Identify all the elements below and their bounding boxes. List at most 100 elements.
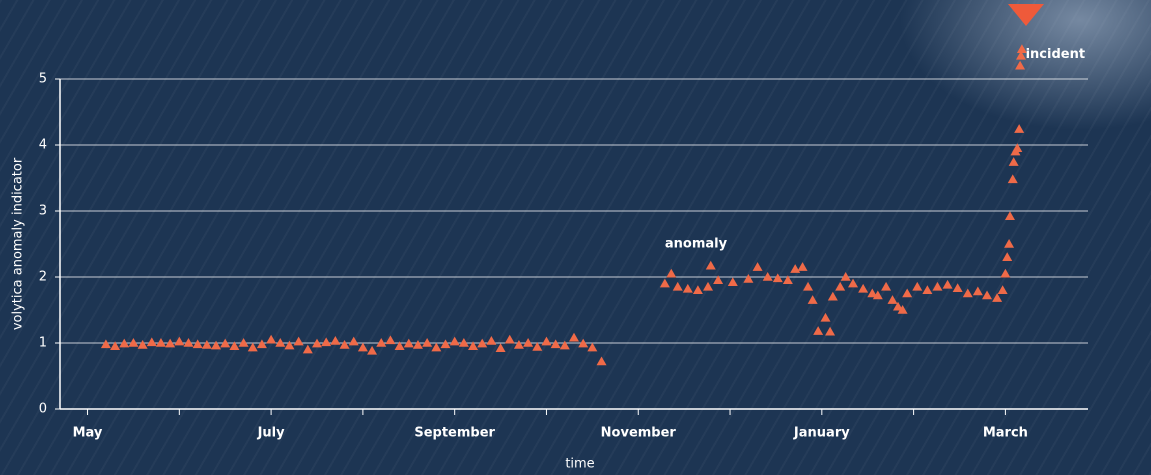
point xyxy=(763,272,773,281)
point xyxy=(660,279,670,288)
point xyxy=(992,293,1002,302)
point xyxy=(422,338,432,347)
point xyxy=(825,327,835,336)
point xyxy=(248,343,258,352)
point xyxy=(953,283,963,292)
point xyxy=(376,338,386,347)
point xyxy=(551,339,561,348)
point xyxy=(239,338,249,347)
point xyxy=(303,345,313,354)
point xyxy=(1002,252,1012,261)
point xyxy=(174,337,184,346)
point xyxy=(703,282,713,291)
chart: volytica anomaly indicator time 012345Ma… xyxy=(0,0,1151,475)
point xyxy=(560,341,570,350)
y-tick-label: 2 xyxy=(39,270,47,285)
point xyxy=(820,313,830,322)
point xyxy=(138,340,148,349)
point xyxy=(683,284,693,293)
point xyxy=(321,337,331,346)
point xyxy=(790,264,800,273)
x-tick-label: January xyxy=(793,426,850,441)
point xyxy=(1014,124,1024,133)
point xyxy=(184,338,194,347)
point xyxy=(753,262,763,271)
point xyxy=(541,337,551,346)
point xyxy=(963,289,973,298)
x-axis-label: time xyxy=(565,457,594,472)
point xyxy=(275,338,285,347)
point xyxy=(330,336,340,345)
x-tick-label: November xyxy=(601,426,677,441)
point xyxy=(505,335,515,344)
point xyxy=(294,337,304,346)
y-axis-label: volytica anomaly indicator xyxy=(11,157,26,330)
point xyxy=(943,280,953,289)
point xyxy=(1015,61,1025,70)
point xyxy=(1004,239,1014,248)
point xyxy=(597,356,607,365)
x-tick-label: July xyxy=(257,426,286,441)
point xyxy=(358,343,368,352)
point xyxy=(569,333,579,342)
point xyxy=(803,282,813,291)
point xyxy=(932,282,942,291)
point xyxy=(922,285,932,294)
point xyxy=(441,339,451,348)
point xyxy=(773,273,783,282)
point xyxy=(450,337,460,346)
point xyxy=(147,337,157,346)
x-tick-label: September xyxy=(414,426,495,441)
point xyxy=(998,285,1008,294)
point xyxy=(813,326,823,335)
point xyxy=(211,341,221,350)
point xyxy=(128,338,138,347)
point xyxy=(413,340,423,349)
point xyxy=(349,337,359,346)
point xyxy=(828,292,838,301)
point xyxy=(486,336,496,345)
x-tick-label: May xyxy=(73,426,103,441)
point xyxy=(808,295,818,304)
point xyxy=(666,269,676,278)
point xyxy=(912,282,922,291)
point xyxy=(858,284,868,293)
incident-marker xyxy=(1008,4,1044,26)
point xyxy=(728,277,738,286)
y-tick-label: 1 xyxy=(39,336,47,351)
point xyxy=(798,262,808,271)
point xyxy=(156,338,166,347)
point xyxy=(431,343,441,352)
point xyxy=(693,285,703,294)
point xyxy=(673,282,683,291)
point xyxy=(1009,157,1019,166)
point xyxy=(902,289,912,298)
point xyxy=(266,335,276,344)
page: {"chart_data": {"type": "scatter", "mark… xyxy=(0,0,1151,475)
point xyxy=(1005,211,1015,220)
point xyxy=(257,339,267,348)
point xyxy=(1000,269,1010,278)
point xyxy=(284,341,294,350)
y-tick-label: 0 xyxy=(39,402,47,417)
point xyxy=(340,340,350,349)
point xyxy=(587,343,597,352)
y-tick-label: 3 xyxy=(39,204,47,219)
point xyxy=(743,274,753,283)
point xyxy=(835,282,845,291)
point xyxy=(193,339,203,348)
x-tick-label: March xyxy=(983,426,1028,441)
y-tick-label: 5 xyxy=(39,72,47,87)
point xyxy=(459,338,469,347)
point xyxy=(973,287,983,296)
point xyxy=(514,340,524,349)
point xyxy=(841,272,851,281)
point xyxy=(101,339,111,348)
point xyxy=(982,290,992,299)
point xyxy=(385,335,395,344)
point xyxy=(706,261,716,270)
point xyxy=(496,343,506,352)
point xyxy=(367,346,377,355)
annotation: incident xyxy=(1026,47,1085,62)
point xyxy=(881,282,891,291)
